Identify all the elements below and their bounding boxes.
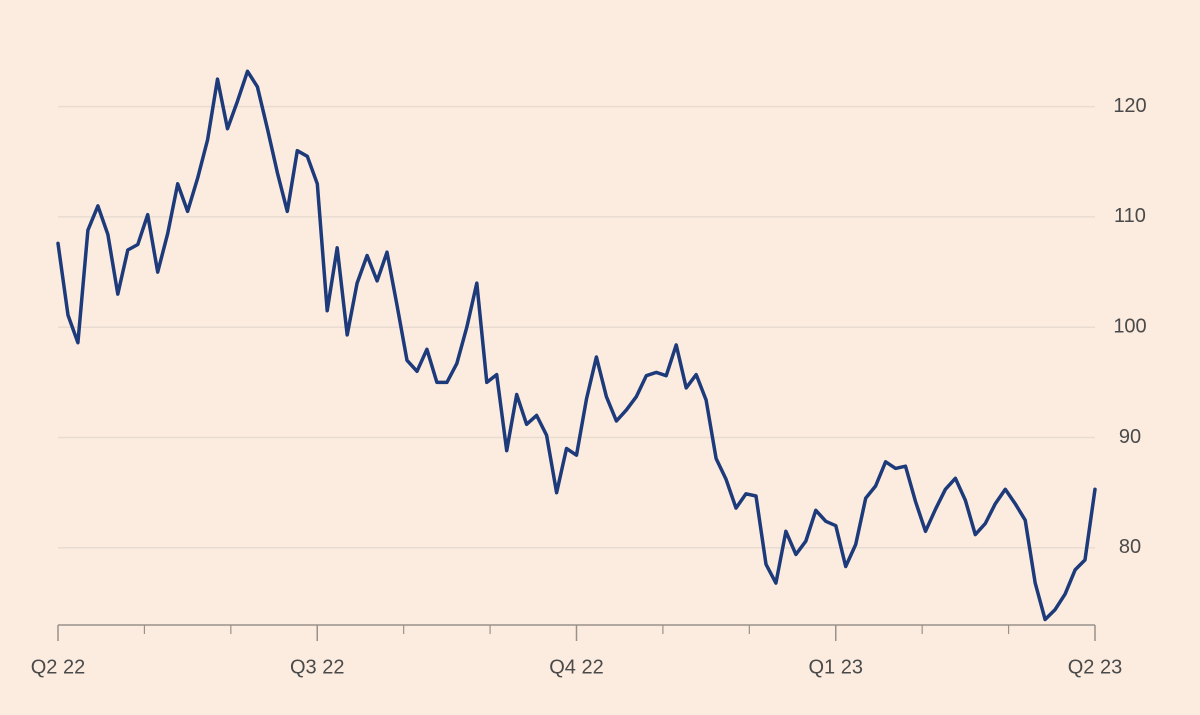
x-tick-label: Q2 22 [31, 656, 85, 678]
price-line [56, 69, 1097, 622]
y-tick-label: 90 [1119, 426, 1141, 448]
y-tick-label: 110 [1114, 205, 1146, 227]
x-tick-label: Q4 22 [549, 656, 603, 678]
y-tick-label: 100 [1113, 315, 1146, 337]
x-tick-label: Q2 23 [1068, 656, 1122, 678]
y-tick-label: 120 [1113, 95, 1146, 117]
x-tick-label: Q3 22 [290, 656, 344, 678]
y-tick-label: 80 [1119, 536, 1141, 558]
x-tick-label: Q1 23 [809, 656, 863, 678]
